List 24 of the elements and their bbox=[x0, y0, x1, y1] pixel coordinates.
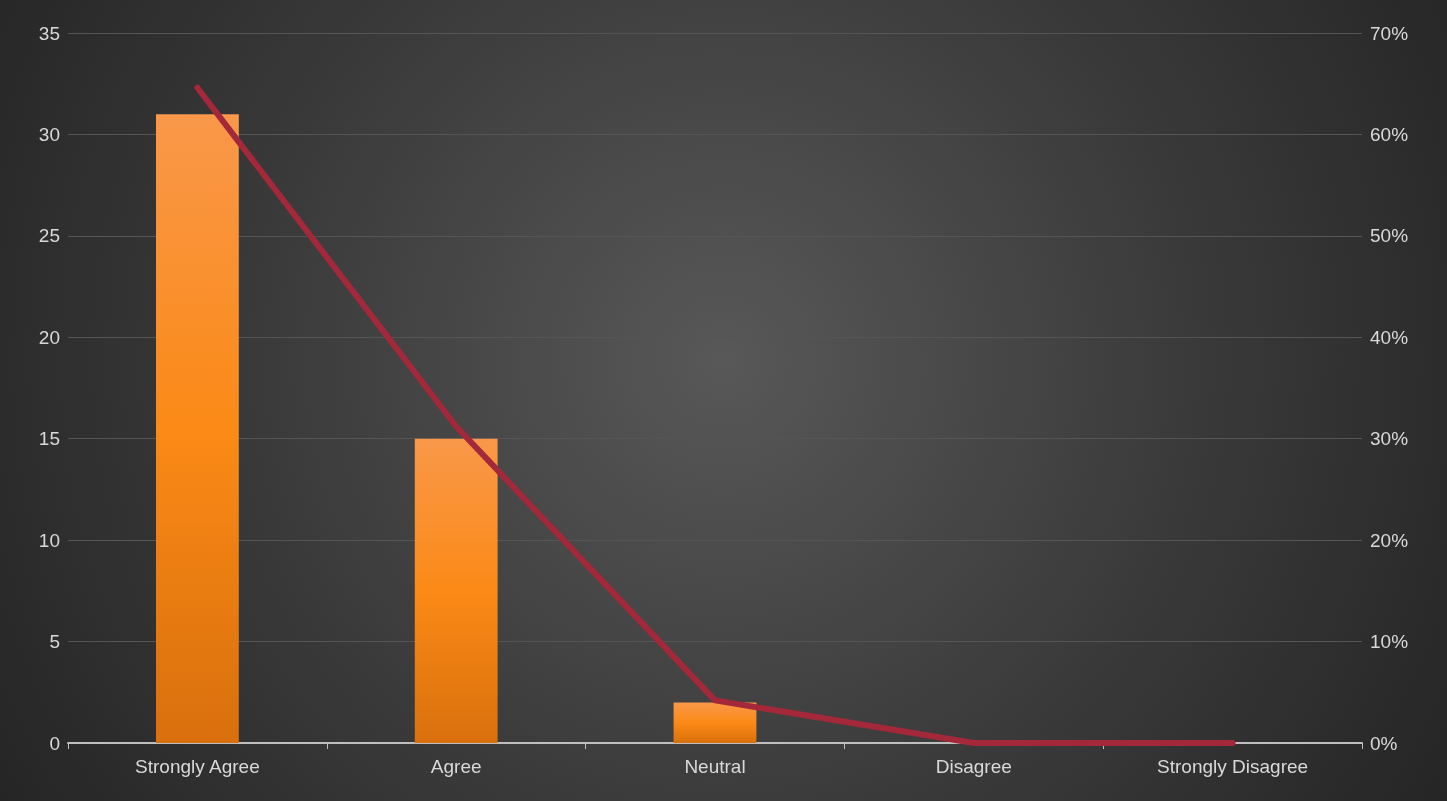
y2-tick-label: 0% bbox=[1370, 732, 1398, 754]
y-tick-label: 15 bbox=[38, 428, 60, 450]
y-tick-label: 35 bbox=[38, 22, 60, 44]
y2-tick-label: 60% bbox=[1370, 123, 1409, 145]
y2-tick-label: 20% bbox=[1370, 529, 1409, 551]
y2-tick-label: 70% bbox=[1370, 22, 1409, 44]
y2-tick-label: 10% bbox=[1370, 631, 1409, 653]
y-tick-label: 0 bbox=[49, 732, 60, 754]
y-tick-label: 20 bbox=[38, 326, 60, 348]
x-tick-label: Agree bbox=[430, 756, 482, 777]
y-tick-label: 10 bbox=[38, 529, 60, 551]
bar bbox=[414, 438, 498, 743]
y-tick-label: 25 bbox=[38, 225, 60, 247]
x-tick-label: Neutral bbox=[684, 756, 746, 777]
bar bbox=[155, 114, 239, 743]
x-tick-label: Strongly Agree bbox=[135, 756, 260, 777]
y2-tick-label: 40% bbox=[1370, 326, 1409, 348]
y2-tick-label: 50% bbox=[1370, 225, 1409, 247]
x-tick-label: Disagree bbox=[935, 756, 1012, 777]
x-tick-label: Strongly Disagree bbox=[1157, 756, 1309, 777]
y-tick-label: 5 bbox=[49, 631, 60, 653]
y-tick-label: 30 bbox=[38, 123, 60, 145]
bar bbox=[673, 702, 757, 743]
y2-tick-label: 30% bbox=[1370, 428, 1409, 450]
